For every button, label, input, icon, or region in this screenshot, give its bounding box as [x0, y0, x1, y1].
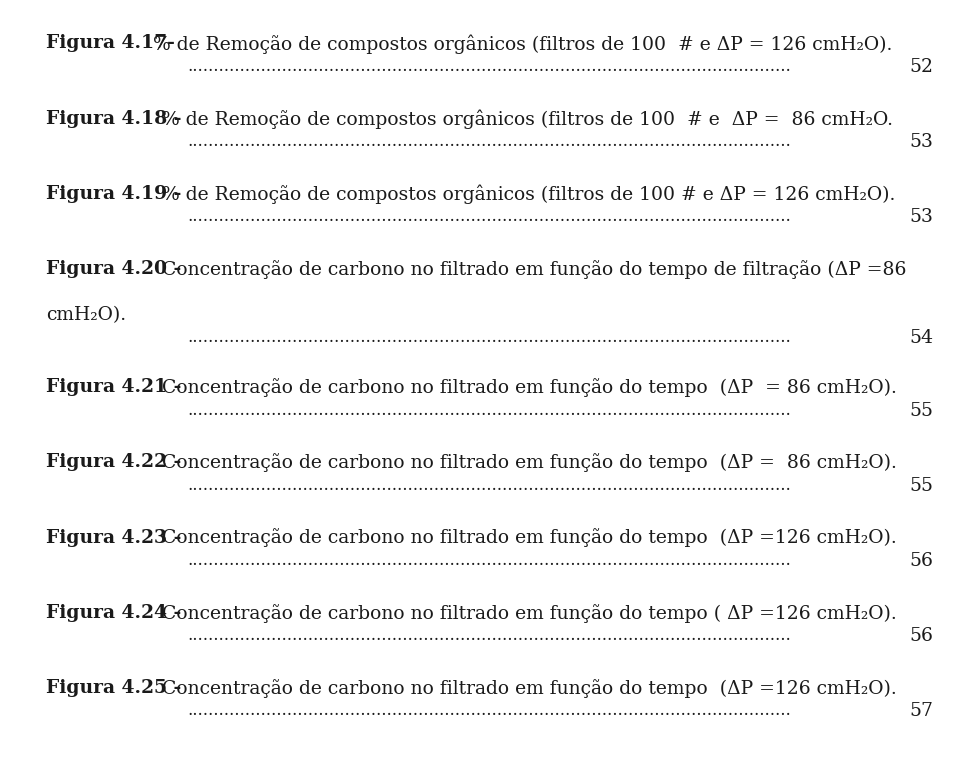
Text: ................................................................................: ........................................… — [188, 402, 791, 419]
Text: % de Remoção de compostos orgânicos (filtros de 100  # e  ΔP =  86 cmH₂O.: % de Remoção de compostos orgânicos (fil… — [156, 110, 893, 129]
Text: Concentração de carbono no filtrado em função do tempo ( ΔP =126 cmH₂O).: Concentração de carbono no filtrado em f… — [156, 604, 897, 623]
Text: 56: 56 — [909, 552, 933, 570]
Text: Figura 4.25 -: Figura 4.25 - — [46, 679, 181, 696]
Text: Concentração de carbono no filtrado em função do tempo de filtração (ΔP =86: Concentração de carbono no filtrado em f… — [156, 260, 906, 279]
Text: ................................................................................: ........................................… — [188, 58, 791, 75]
Text: 55: 55 — [909, 476, 933, 495]
Text: 56: 56 — [909, 627, 933, 645]
Text: % de Remoção de compostos orgânicos (filtros de 100  # e ΔP = 126 cmH₂O).: % de Remoção de compostos orgânicos (fil… — [148, 34, 893, 54]
Text: % de Remoção de compostos orgânicos (filtros de 100 # e ΔP = 126 cmH₂O).: % de Remoção de compostos orgânicos (fil… — [156, 185, 896, 204]
Text: Concentração de carbono no filtrado em função do tempo  (ΔP =  86 cmH₂O).: Concentração de carbono no filtrado em f… — [156, 453, 897, 473]
Text: Concentração de carbono no filtrado em função do tempo  (ΔP =126 cmH₂O).: Concentração de carbono no filtrado em f… — [156, 529, 897, 548]
Text: ................................................................................: ........................................… — [188, 627, 791, 644]
Text: 55: 55 — [909, 401, 933, 420]
Text: Concentração de carbono no filtrado em função do tempo  (ΔP  = 86 cmH₂O).: Concentração de carbono no filtrado em f… — [156, 378, 897, 398]
Text: ................................................................................: ........................................… — [188, 702, 791, 719]
Text: ................................................................................: ........................................… — [188, 477, 791, 494]
Text: ................................................................................: ........................................… — [188, 329, 791, 346]
Text: 52: 52 — [909, 57, 933, 76]
Text: Figura 4.23 -: Figura 4.23 - — [46, 529, 181, 546]
Text: cmH₂O).: cmH₂O). — [46, 306, 126, 323]
Text: Concentração de carbono no filtrado em função do tempo  (ΔP =126 cmH₂O).: Concentração de carbono no filtrado em f… — [156, 679, 897, 698]
Text: ................................................................................: ........................................… — [188, 208, 791, 225]
Text: Figura 4.19 -: Figura 4.19 - — [46, 185, 181, 202]
Text: Figura 4.22 -: Figura 4.22 - — [46, 453, 181, 471]
Text: Figura 4.24 -: Figura 4.24 - — [46, 604, 181, 621]
Text: ................................................................................: ........................................… — [188, 133, 791, 150]
Text: 54: 54 — [909, 329, 933, 347]
Text: Figura 4.17-: Figura 4.17- — [46, 34, 175, 52]
Text: Figura 4.18 -: Figura 4.18 - — [46, 110, 181, 127]
Text: 53: 53 — [909, 208, 933, 226]
Text: 57: 57 — [909, 702, 933, 720]
Text: 53: 53 — [909, 133, 933, 151]
Text: Figura 4.20 -: Figura 4.20 - — [46, 260, 181, 277]
Text: Figura 4.21 -: Figura 4.21 - — [46, 378, 181, 396]
Text: ................................................................................: ........................................… — [188, 552, 791, 569]
